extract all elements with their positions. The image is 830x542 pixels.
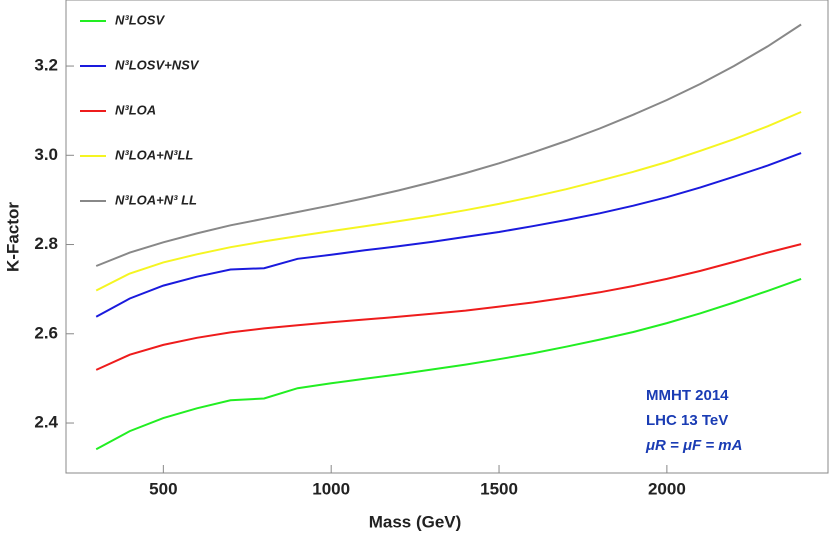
x-tick-label: 2000 <box>648 479 686 498</box>
x-tick-label: 1000 <box>312 479 350 498</box>
legend-label: N³LOA+N³ LL <box>115 192 197 207</box>
legend-label: N³LOA+N³LL <box>115 147 193 162</box>
legend-label: N³LOSV+NSV <box>115 57 200 72</box>
annotation: MMHT 2014 <box>646 387 729 404</box>
annotation: LHC 13 TeV <box>646 412 728 429</box>
y-tick-label: 2.6 <box>34 323 58 342</box>
plot-frame <box>65 0 829 474</box>
y-tick-label: 2.4 <box>34 413 58 432</box>
y-axis-label: K-Factor <box>3 202 22 272</box>
y-tick-label: 3.0 <box>34 145 58 164</box>
series-line <box>95 277 802 451</box>
series-line <box>95 152 802 318</box>
series-line <box>95 23 802 267</box>
series-line <box>95 111 802 292</box>
y-tick-label: 2.8 <box>34 234 58 253</box>
legend-label: N³LOA <box>115 102 156 117</box>
x-tick-label: 1500 <box>480 479 518 498</box>
legend-label: N³LOSV <box>115 12 165 27</box>
x-axis-label: Mass (GeV) <box>369 512 462 531</box>
annotation: μR = μF = mA <box>645 437 742 454</box>
series-line <box>95 243 802 371</box>
y-tick-label: 3.2 <box>34 56 58 75</box>
x-tick-label: 500 <box>149 479 177 498</box>
